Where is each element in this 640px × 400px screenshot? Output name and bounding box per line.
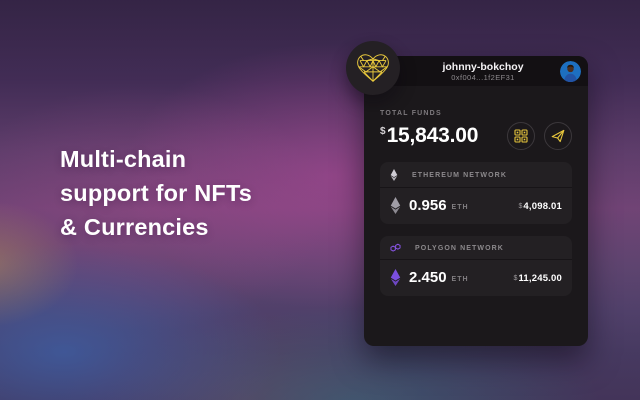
account-username: johnny-bokchoy: [442, 60, 524, 73]
receive-button[interactable]: [507, 122, 535, 150]
total-funds-row: $15,843.00: [380, 122, 572, 150]
qr-code-icon: [514, 129, 528, 143]
total-funds-amount: 15,843.00: [386, 124, 479, 147]
polygon-icon: [390, 243, 401, 253]
hero-line-3: & Currencies: [60, 214, 209, 240]
wallet-header: johnny-bokchoy 0xf004...1f2EF31: [364, 56, 588, 86]
account-identity[interactable]: johnny-bokchoy 0xf004...1f2EF31: [406, 61, 560, 82]
total-funds-value: $15,843.00: [380, 124, 478, 148]
network-balance-row: 2.450 ETH $11,245.00: [380, 260, 572, 296]
hero-line-1: Multi-chain: [60, 146, 187, 172]
avatar[interactable]: [560, 60, 581, 82]
wallet-body: TOTAL FUNDS $15,843.00: [364, 86, 588, 296]
network-panel-header: ETHEREUM NETWORK: [380, 162, 572, 188]
account-address: 0xf004...1f2EF31: [451, 72, 515, 82]
network-panel-ethereum[interactable]: ETHEREUM NETWORK 0.956 ETH $4,098.01: [380, 162, 572, 224]
wireframe-heart-icon: [357, 53, 389, 82]
network-panel-polygon[interactable]: POLYGON NETWORK 2.450 ETH $11,245.00: [380, 236, 572, 296]
hero-headline: Multi-chain support for NFTs & Currencie…: [60, 142, 252, 244]
token-unit: ETH: [451, 204, 469, 211]
user-avatar-icon: [560, 60, 581, 82]
ethereum-icon: [390, 268, 401, 286]
wallet-actions: [507, 122, 572, 150]
fiat-amount: 11,245.00: [518, 273, 562, 284]
token-unit: ETH: [451, 276, 469, 283]
wallet-card: johnny-bokchoy 0xf004...1f2EF31: [346, 41, 588, 346]
network-panel-header: POLYGON NETWORK: [380, 236, 572, 260]
fiat-amount: 4,098.01: [523, 201, 562, 212]
wallet-logo: [346, 41, 400, 95]
token-amount: 0.956: [409, 196, 447, 214]
paper-plane-icon: [551, 129, 565, 143]
fiat-currency-symbol: $: [513, 274, 518, 282]
ethereum-icon: [390, 196, 401, 214]
send-button[interactable]: [544, 122, 572, 150]
network-label: ETHEREUM NETWORK: [412, 171, 507, 179]
fiat-value: $4,098.01: [519, 196, 563, 214]
currency-symbol: $: [380, 126, 386, 137]
network-label: POLYGON NETWORK: [415, 244, 504, 252]
hero-line-2: support for NFTs: [60, 180, 253, 206]
total-funds-label: TOTAL FUNDS: [380, 110, 442, 117]
network-balance-row: 0.956 ETH $4,098.01: [380, 188, 572, 224]
fiat-value: $11,245.00: [514, 268, 562, 286]
ethereum-icon: [390, 169, 398, 181]
token-amount: 2.450: [409, 268, 447, 286]
fiat-currency-symbol: $: [518, 202, 523, 210]
